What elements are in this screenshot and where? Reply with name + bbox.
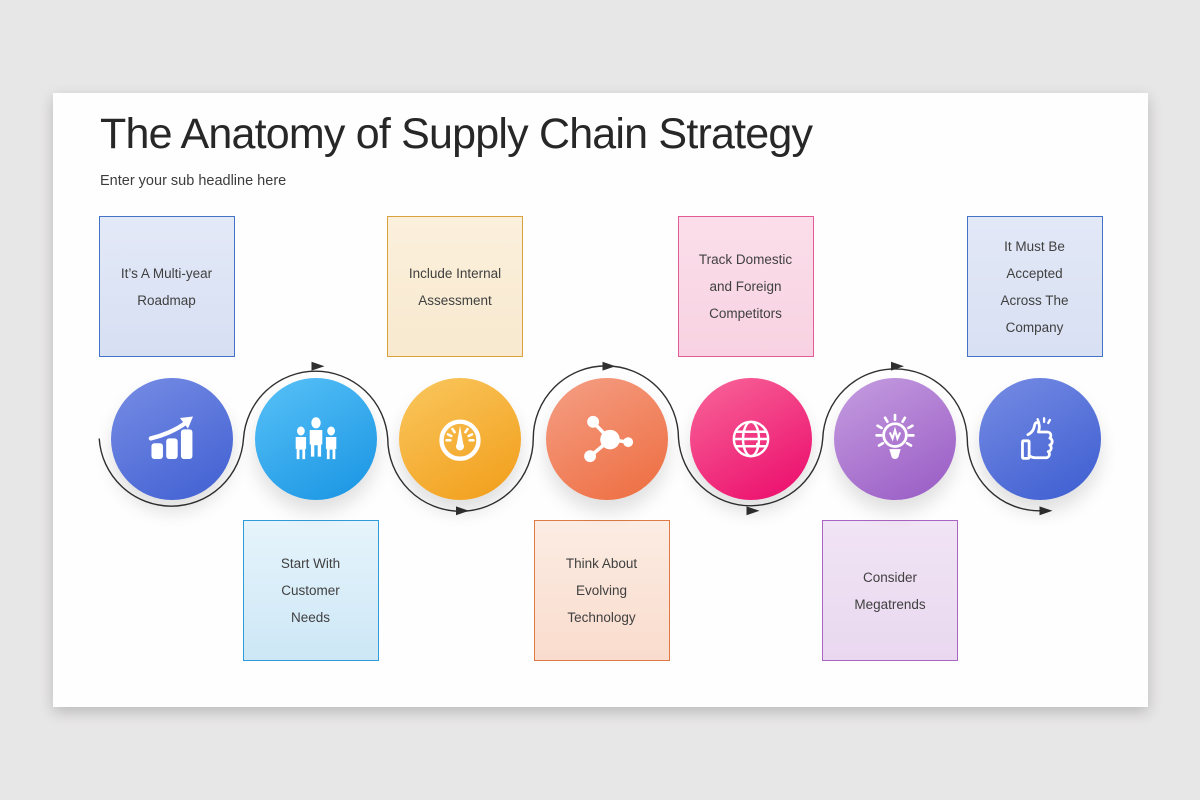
steps-container: It’s A Multi-year Roadmap Start With Cust… (53, 93, 1148, 707)
gauge-icon (431, 410, 489, 468)
step-1-label-box[interactable]: It’s A Multi-year Roadmap (98, 216, 235, 357)
step-1-circle[interactable] (110, 377, 233, 500)
slide-canvas: The Anatomy of Supply Chain Strategy Ent… (53, 93, 1148, 707)
step-5-label-box[interactable]: Track Domestic and Foreign Competitors (677, 216, 814, 357)
step-5-circle[interactable] (689, 377, 812, 500)
step-3-circle[interactable] (399, 377, 521, 500)
globe-icon (722, 410, 780, 468)
people-icon (287, 410, 345, 468)
step-1-label: It’s A Multi-year Roadmap (120, 265, 213, 308)
step-3-label: Include Internal Assessment (408, 265, 502, 308)
step-2-label: Start With Customer Needs (280, 556, 341, 625)
step-6-circle[interactable] (834, 377, 956, 500)
step-6-label: Consider Megatrends (854, 569, 926, 612)
step-3-label-box[interactable]: Include Internal Assessment (387, 216, 523, 357)
step-7-label: It Must Be Accepted Across The Company (1000, 238, 1069, 335)
step-2-label-box[interactable]: Start With Customer Needs (242, 520, 379, 661)
bar-chart-growth-icon (143, 410, 201, 468)
lightbulb-icon (866, 410, 924, 468)
step-2-circle[interactable] (254, 377, 377, 500)
step-7-label-box[interactable]: It Must Be Accepted Across The Company (966, 216, 1103, 357)
step-5-label: Track Domestic and Foreign Competitors (698, 252, 793, 321)
step-4-label: Think About Evolving Technology (565, 556, 638, 625)
step-7-circle[interactable] (978, 377, 1101, 500)
slide-subtitle: Enter your sub headline here (100, 173, 287, 189)
step-4-label-box[interactable]: Think About Evolving Technology (533, 520, 670, 661)
step-4-circle[interactable] (545, 377, 668, 500)
slide-title: The Anatomy of Supply Chain Strategy (100, 110, 813, 158)
step-6-label-box[interactable]: Consider Megatrends (822, 520, 958, 661)
thumbs-up-icon (1011, 410, 1069, 468)
network-icon (578, 410, 636, 468)
